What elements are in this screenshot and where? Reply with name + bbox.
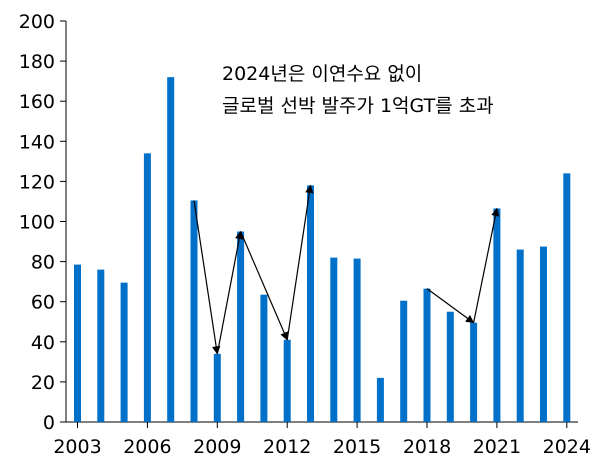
y-tick-label: 60: [31, 292, 55, 314]
bar-2023: [540, 246, 547, 422]
trend-arrow-3: [240, 231, 289, 341]
bars: [74, 77, 571, 422]
x-tick-label: 2018: [403, 436, 451, 458]
x-tick-label: 2012: [263, 436, 311, 458]
bar-2004: [97, 269, 105, 422]
bar-2012: [283, 339, 291, 422]
trend-arrow-1: [193, 200, 221, 355]
y-axis: 0 20 40 60 80 100 120 140 160 180 200: [19, 11, 67, 434]
bar-2007: [167, 77, 175, 422]
trend-arrow-2: [216, 230, 244, 354]
bar-2010: [237, 231, 245, 422]
y-tick-label: 120: [19, 171, 55, 193]
bar-2016: [376, 377, 384, 422]
bar-2011: [260, 294, 268, 422]
bar-2022: [516, 249, 524, 422]
bar-2003: [74, 264, 81, 422]
bar-2008: [190, 200, 198, 422]
bar-2006: [143, 153, 151, 422]
x-tick-label: 2015: [333, 436, 381, 458]
y-tick-label: 180: [19, 51, 55, 73]
y-tick-label: 140: [19, 131, 55, 153]
trend-arrow-6: [473, 207, 500, 323]
bar-2017: [400, 300, 408, 422]
annotation-line-2: 글로벌 선박 발주가 1억GT를 초과: [222, 95, 494, 117]
y-tick-label: 40: [31, 332, 55, 354]
bar-2019: [446, 311, 454, 422]
y-tick-label: 200: [19, 11, 55, 33]
annotation-line-1: 2024년은 이연수요 없이: [222, 63, 422, 85]
bar-2009: [213, 353, 221, 422]
y-tick-label: 80: [31, 252, 55, 274]
bar-2021: [493, 208, 501, 422]
x-tick-label: 2024: [543, 436, 591, 458]
bar-2005: [120, 282, 128, 422]
trend-arrow-5: [426, 288, 475, 324]
x-tick-label: 2021: [473, 436, 521, 458]
x-tick-label: 2006: [123, 436, 171, 458]
bar-2024: [563, 173, 571, 422]
bar-2020: [470, 322, 478, 422]
bar-2015: [353, 258, 361, 422]
trend-arrows: [193, 184, 500, 355]
y-tick-label: 20: [31, 372, 55, 394]
y-tick-label: 160: [19, 91, 55, 113]
x-tick-label: 2009: [193, 436, 241, 458]
bar-2013: [307, 185, 314, 422]
y-tick-label: 100: [19, 212, 55, 234]
bar-2018: [423, 288, 431, 422]
bar-2014: [330, 257, 338, 422]
x-axis: 2003 2006 2009 2012 2015 2018 2021 2024: [53, 421, 591, 458]
trend-arrow-4: [286, 184, 314, 340]
y-tick-label: 0: [43, 412, 55, 434]
x-tick-label: 2003: [53, 436, 101, 458]
annotation: 2024년은 이연수요 없이 글로벌 선박 발주가 1억GT를 초과: [222, 63, 494, 117]
